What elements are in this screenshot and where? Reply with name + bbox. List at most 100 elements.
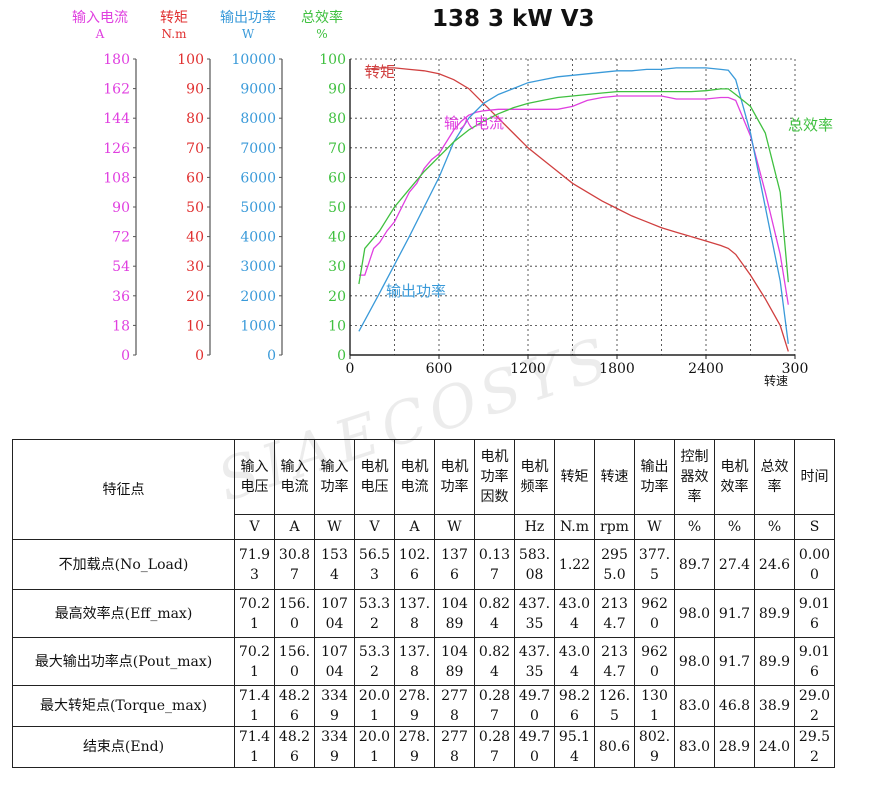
x-tick-label: 1800	[599, 361, 635, 377]
table-cell: 10704	[314, 589, 355, 638]
axis-1-tick: 30	[186, 259, 204, 275]
row-name: 最大输出功率点(Pout_max)	[12, 637, 235, 686]
table-row: 结束点(End) 71.41 48.26 3349 20.01 278.9 2778 0.28…	[12, 726, 835, 768]
x-tick-label: 2400	[688, 361, 724, 377]
column-unit: A	[394, 514, 435, 540]
table-cell: 83.0	[674, 685, 715, 727]
axis-1-tick: 80	[186, 111, 204, 127]
table-row: 最大输出功率点(Pout_max) 70.21 156.0 10704 53.32 137…	[12, 637, 835, 686]
table-row: 最大转矩点(Torque_max) 71.41 48.26 3349 20.01 278.…	[12, 685, 835, 727]
table-cell: 71.41	[234, 685, 275, 727]
series-line-1	[358, 95, 789, 305]
table-cell: 98.0	[674, 589, 715, 638]
table-row: 最高效率点(Eff_max) 70.21 156.0 10704 53.32 137.8 1…	[12, 589, 835, 638]
table-cell: 48.26	[274, 685, 315, 727]
table-cell: 91.7	[714, 637, 755, 686]
column-header: 输入功率	[314, 439, 355, 515]
table-cell: 278.9	[394, 726, 435, 768]
column-unit: %	[714, 514, 755, 540]
column-unit: N.m	[554, 514, 595, 540]
table-cell: 9620	[634, 589, 675, 638]
table-cell: 70.21	[234, 589, 275, 638]
axis-0-tick: 54	[112, 259, 130, 275]
axis-1-tick: 90	[186, 82, 204, 98]
row-name: 最高效率点(Eff_max)	[12, 589, 235, 638]
table-unit-row: V A W V A W Hz N.m rpm W%%% S	[13, 514, 835, 540]
column-header: 电机电流	[394, 439, 435, 515]
column-header: 电机频率	[514, 439, 555, 515]
table-cell: 9620	[634, 637, 675, 686]
column-unit: A	[274, 514, 315, 540]
row-name: 最大转矩点(Torque_max)	[12, 685, 235, 727]
table-cell: 3349	[314, 726, 355, 768]
axis-2-tick: 5000	[240, 200, 276, 216]
axis-2-unit: W	[242, 27, 255, 41]
table-cell: 10489	[434, 637, 475, 686]
axis-3-tick: 70	[328, 141, 346, 157]
axis-2-tick: 6000	[240, 170, 276, 186]
table-cell: 49.70	[514, 685, 555, 727]
column-unit: S	[794, 514, 835, 540]
table-cell: 9.016	[794, 589, 835, 638]
table-cell: 583.08	[514, 539, 555, 590]
axis-3-tick: 40	[328, 230, 346, 246]
axis-2-tick: 3000	[240, 259, 276, 275]
column-unit	[474, 514, 515, 540]
table-cell: 278.9	[394, 685, 435, 727]
axis-1-tick: 70	[186, 141, 204, 157]
table-cell: 20.01	[354, 685, 395, 727]
column-header: 电机功率	[434, 439, 475, 515]
table-cell: 1534	[314, 539, 355, 590]
chart-title: 138 3 kW V3	[432, 6, 595, 32]
table-cell: 2955.0	[594, 539, 635, 590]
table-cell: 95.14	[554, 726, 595, 768]
table-cell: 71.93	[234, 539, 275, 590]
x-tick-label: 0	[346, 361, 355, 377]
series-label-1: 输入电流	[444, 114, 504, 132]
column-unit: W	[434, 514, 475, 540]
table-cell: 30.87	[274, 539, 315, 590]
series-label-2: 输出功率	[386, 282, 446, 300]
table-cell: 802.9	[634, 726, 675, 768]
table-cell: 53.32	[354, 637, 395, 686]
table-cell: 102.6	[394, 539, 435, 590]
axis-2-tick: 4000	[240, 230, 276, 246]
table-cell: 437.35	[514, 589, 555, 638]
table-cell: 2778	[434, 726, 475, 768]
axis-1-label: 转矩	[160, 10, 188, 26]
table-cell: 98.26	[554, 685, 595, 727]
column-unit: %	[754, 514, 795, 540]
table-cell: 2134.7	[594, 589, 635, 638]
table-cell: 126.5	[594, 685, 635, 727]
axis-2-tick: 0	[267, 348, 276, 364]
column-unit: W	[314, 514, 355, 540]
column-header: 输入电压	[234, 439, 275, 515]
table-cell: 83.0	[674, 726, 715, 768]
column-header: 总效率	[754, 439, 795, 515]
series-line-2	[358, 67, 789, 344]
axis-0-tick: 162	[103, 82, 130, 98]
table-cell: 377.5	[634, 539, 675, 590]
table-cell: 1.22	[554, 539, 595, 590]
table-cell: 0.287	[474, 726, 515, 768]
axis-1-tick: 0	[195, 348, 204, 364]
column-header: 电机功率因数	[474, 439, 515, 515]
axis-2-tick: 2000	[240, 289, 276, 305]
table-cell: 1376	[434, 539, 475, 590]
x-tick-label: 1200	[510, 361, 546, 377]
axis-1-tick: 10	[186, 318, 204, 334]
column-header: 时间	[794, 439, 835, 515]
column-unit: V	[234, 514, 275, 540]
table-cell: 98.0	[674, 637, 715, 686]
table-cell: 3349	[314, 685, 355, 727]
axis-0-tick: 144	[103, 111, 130, 127]
axis-0-tick: 126	[103, 141, 130, 157]
table-cell: 89.9	[754, 637, 795, 686]
table-row: 不加载点(No_Load) 71.93 30.87 1534 56.53 102.6 137…	[12, 539, 835, 590]
table-cell: 2778	[434, 685, 475, 727]
axis-0-tick: 0	[121, 348, 130, 364]
table-cell: 29.02	[794, 685, 835, 727]
axis-2-label: 输出功率	[220, 9, 276, 26]
series-label-3: 总效率	[788, 116, 833, 134]
axis-1-tick: 40	[186, 230, 204, 246]
